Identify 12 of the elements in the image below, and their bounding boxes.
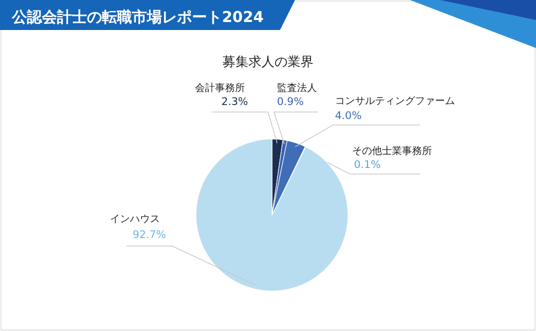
data-label: 4.0% xyxy=(335,110,362,122)
slice-label: 会計事務所 xyxy=(195,82,245,94)
slice-label: コンサルティングファーム xyxy=(335,96,455,107)
data-label: 0.1% xyxy=(354,159,381,171)
slice-label: その他士業事務所 xyxy=(352,145,432,157)
data-label: 0.9% xyxy=(277,96,304,108)
data-label: 2.3% xyxy=(221,96,248,108)
slice-label: 監査法人 xyxy=(277,82,317,94)
slice-label: インハウス xyxy=(110,214,160,225)
chart-title: 公認会計士の転職市場レポート2024 xyxy=(11,8,264,26)
chart-subtitle: 募集求人の業界 xyxy=(222,55,314,70)
data-label: 92.7% xyxy=(132,229,166,241)
